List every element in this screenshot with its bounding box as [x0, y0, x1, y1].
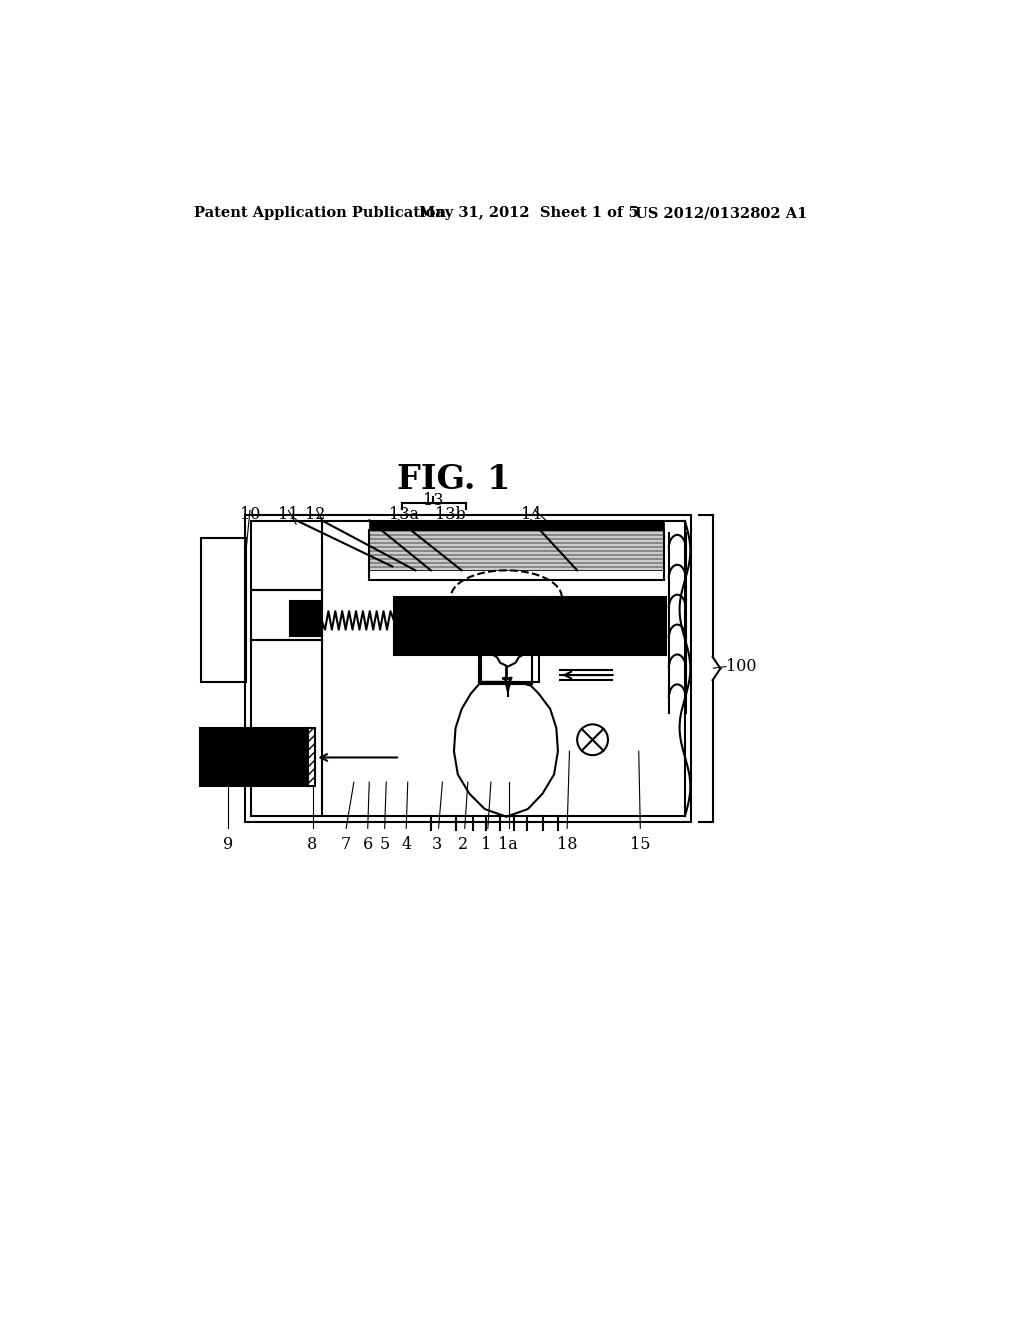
- Bar: [370, 558, 665, 561]
- Bar: [370, 569, 665, 570]
- Bar: [370, 565, 665, 566]
- Bar: [370, 531, 665, 579]
- Text: Patent Application Publication: Patent Application Publication: [195, 206, 446, 220]
- Text: 100: 100: [726, 659, 757, 675]
- Bar: [370, 546, 665, 548]
- Bar: [370, 562, 665, 565]
- Text: 5: 5: [380, 836, 390, 853]
- Bar: [370, 539, 665, 540]
- Text: 1a: 1a: [498, 836, 518, 853]
- Bar: [370, 540, 665, 543]
- Bar: [307, 729, 315, 785]
- Bar: [394, 598, 605, 655]
- Text: 18: 18: [557, 836, 578, 853]
- Text: 10: 10: [240, 507, 260, 524]
- Bar: [370, 554, 665, 556]
- Text: US 2012/0132802 A1: US 2012/0132802 A1: [635, 206, 807, 220]
- Bar: [370, 535, 665, 536]
- Bar: [370, 561, 665, 570]
- Text: FIG. 1: FIG. 1: [397, 462, 511, 495]
- Text: 15: 15: [630, 836, 650, 853]
- Text: 6: 6: [362, 836, 373, 853]
- Text: 13b: 13b: [435, 507, 466, 524]
- Text: 1: 1: [481, 836, 492, 853]
- Bar: [478, 655, 539, 682]
- Bar: [370, 550, 665, 552]
- Bar: [202, 539, 246, 682]
- Bar: [605, 598, 666, 655]
- Bar: [370, 521, 665, 531]
- Bar: [370, 566, 665, 569]
- Bar: [370, 556, 665, 558]
- Text: 9: 9: [223, 836, 233, 853]
- Text: 8: 8: [306, 836, 316, 853]
- Text: 2: 2: [458, 836, 468, 853]
- Text: 13a: 13a: [389, 507, 419, 524]
- Bar: [370, 543, 665, 544]
- Bar: [290, 601, 322, 636]
- Text: May 31, 2012  Sheet 1 of 5: May 31, 2012 Sheet 1 of 5: [419, 206, 639, 220]
- Text: 7: 7: [341, 836, 351, 853]
- Bar: [370, 560, 665, 562]
- Text: 12: 12: [305, 507, 326, 524]
- Bar: [370, 544, 665, 546]
- Bar: [370, 548, 665, 550]
- Text: 4: 4: [401, 836, 412, 853]
- Bar: [200, 729, 307, 785]
- Text: 13: 13: [423, 492, 443, 508]
- Bar: [370, 552, 665, 554]
- Bar: [370, 531, 665, 532]
- Text: 3: 3: [432, 836, 442, 853]
- Text: 11: 11: [279, 507, 299, 524]
- Bar: [370, 532, 665, 535]
- Text: 14: 14: [521, 507, 541, 524]
- Bar: [370, 536, 665, 539]
